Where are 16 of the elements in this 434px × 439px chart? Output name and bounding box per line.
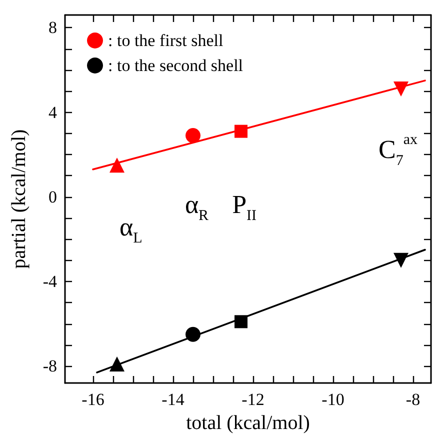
x-tick-label: -14 [162, 390, 185, 409]
x-tick-label: -12 [242, 390, 264, 409]
legend-label: : to the first shell [108, 31, 224, 50]
point [186, 128, 200, 144]
legend-label: : to the second shell [108, 56, 244, 75]
x-tick-label: -8 [406, 390, 420, 409]
y-tick-label: 4 [48, 102, 58, 122]
y-tick-label: 0 [48, 187, 57, 206]
x-tick-label: -10 [322, 390, 344, 409]
y-tick-label: -8 [42, 356, 57, 376]
point [110, 158, 124, 173]
x-axis-title: total (kcal/mol) [186, 412, 310, 434]
y-axis-title: partial (kcal/mol) [8, 129, 30, 269]
y-tick-label: 8 [48, 18, 57, 38]
x-tick-label: -16 [82, 390, 104, 409]
y-tick-label: -4 [42, 272, 58, 291]
